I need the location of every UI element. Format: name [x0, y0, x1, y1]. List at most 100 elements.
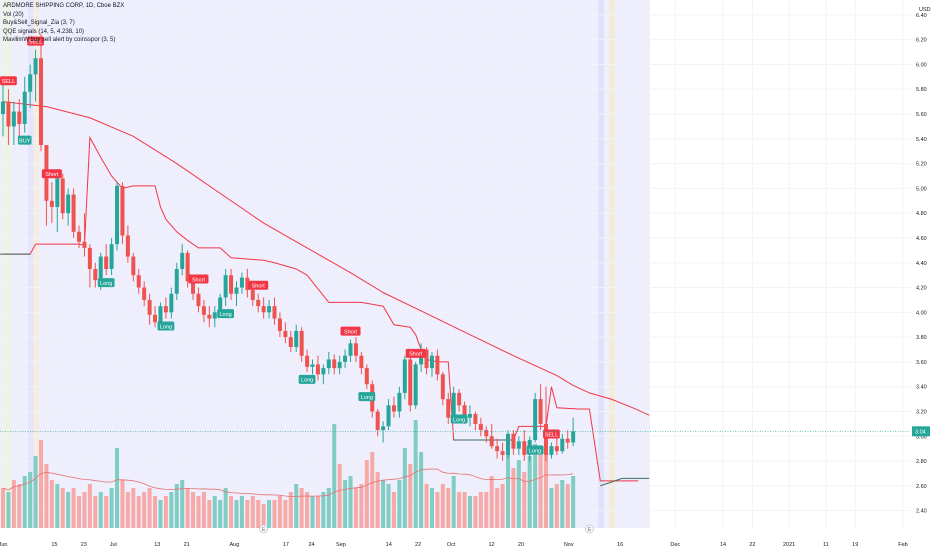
- time-tick-label: 12: [489, 542, 495, 548]
- signal-text: SELL: [29, 39, 42, 45]
- volume-bar: [120, 480, 125, 528]
- stop-line-green: [600, 477, 650, 487]
- symbol-title[interactable]: ARDMORE SHIPPING CORP, 1D, Cboe BZX: [3, 3, 125, 9]
- volume-bar: [299, 488, 304, 528]
- volume-bar: [549, 488, 554, 528]
- signal-text: Long: [220, 312, 232, 318]
- price-tick-label: 6.40: [916, 13, 927, 19]
- candle-body: [305, 355, 310, 367]
- candle-body: [82, 241, 87, 248]
- time-axis[interactable]: Jun 15 23 Jul 13 21 Aug 17 24 Sep 14 22 Oct 12 20 Nov 16…: [0, 524, 932, 550]
- signal-text: Short: [192, 277, 206, 283]
- candle-body: [402, 359, 407, 393]
- volume-bar: [332, 424, 337, 528]
- volume-bar: [44, 464, 49, 528]
- volume-bar: [511, 468, 516, 528]
- volume-bar: [115, 448, 120, 528]
- volume-bar: [364, 460, 369, 528]
- volume-bar: [413, 420, 418, 528]
- volume-bar: [467, 496, 472, 528]
- indicator-mavilimw[interactable]: MavilimW buy sell alert by coinsspor (3,…: [3, 37, 116, 43]
- time-tick-label: Oct: [447, 542, 456, 548]
- candle-body: [288, 337, 293, 348]
- sell-signal-label: SELL: [27, 36, 44, 46]
- signal-badge: [358, 392, 376, 402]
- volume-bar: [554, 484, 559, 528]
- sell-signal-label: Short: [405, 348, 426, 358]
- signal-labels: SELL SELL BUY Short Long Long Short Long Short Lo…: [0, 36, 560, 455]
- candle-body: [60, 178, 65, 214]
- signal-text: Long: [361, 395, 373, 401]
- candle-body: [277, 318, 282, 331]
- signal-badge: [248, 280, 269, 290]
- volume-bar: [326, 488, 331, 528]
- volume-bar: [256, 500, 261, 528]
- volume-bar: [223, 488, 228, 528]
- volume-bar: [77, 496, 82, 528]
- signal-badge: [0, 76, 17, 86]
- candle-body: [315, 364, 320, 375]
- candle-body: [1, 101, 5, 115]
- indicator-volume[interactable]: Vol (20): [3, 11, 24, 18]
- earnings-marker: E: [259, 524, 268, 534]
- volume-bar: [33, 456, 38, 528]
- candle-body: [381, 426, 386, 431]
- candle-body: [511, 433, 516, 449]
- indicator-qqe-signals[interactable]: QQE signals (14, 5, 4.238, 10): [3, 28, 85, 35]
- candle-body: [28, 74, 33, 92]
- time-tick-label: 20: [518, 542, 524, 548]
- candle-body: [147, 299, 152, 315]
- price-tick-label: 6.00: [916, 62, 927, 68]
- volume-bar: [136, 496, 141, 528]
- volume-bar: [310, 496, 315, 528]
- volume-bar: [28, 472, 33, 528]
- signal-badge: [217, 309, 235, 319]
- volume-bar: [305, 492, 310, 528]
- volume-bar: [104, 496, 109, 528]
- candle-body: [424, 349, 429, 369]
- price-tick-label: 5.60: [916, 112, 927, 118]
- candle-body: [386, 405, 391, 427]
- signal-text: Short: [344, 329, 358, 335]
- price-tick-label: 4.80: [916, 211, 927, 217]
- volume-bar: [359, 484, 364, 528]
- candle-body: [66, 194, 71, 214]
- sell-signal-label: Short: [248, 280, 269, 290]
- buy-signal-label: Long: [298, 374, 316, 384]
- candle-body: [234, 287, 239, 294]
- volume-bar: [153, 496, 158, 528]
- candle-body: [55, 178, 60, 207]
- volume-bar: [250, 496, 255, 528]
- volume-bar: [196, 496, 201, 528]
- signal-text: Long: [160, 324, 172, 330]
- candle-body: [549, 446, 554, 455]
- volume-bar: [321, 492, 326, 528]
- chart-legend: ARDMORE SHIPPING CORP, 1D, Cboe BZX Vol …: [3, 2, 124, 45]
- signal-badge: [157, 321, 175, 331]
- candle-body: [104, 256, 109, 269]
- buy-signal-label: Long: [526, 445, 544, 455]
- candle-body: [451, 392, 456, 418]
- candle-body: [267, 306, 272, 313]
- indicator-buy-sell-signal[interactable]: Buy&Sell_Signal_Zia (3, 7): [3, 20, 75, 26]
- candle-body: [196, 293, 201, 307]
- candle-body: [17, 111, 22, 124]
- candle-body: [522, 441, 527, 455]
- candle-body: [33, 58, 38, 75]
- volume-bar: [229, 496, 234, 528]
- volume-bar: [174, 484, 179, 528]
- candle-body: [87, 247, 92, 269]
- candle-body: [462, 405, 467, 418]
- price-tick-label: 5.20: [916, 162, 927, 168]
- volume-bar: [180, 480, 185, 528]
- volume-bar: [489, 476, 494, 528]
- volume-bar: [424, 484, 429, 528]
- signal-band: [609, 0, 615, 528]
- sell-signal-label: Short: [188, 274, 209, 284]
- signal-text: Short: [252, 284, 266, 290]
- volume-bar: [125, 492, 130, 528]
- candle-body: [299, 330, 304, 356]
- volume-bar: [272, 500, 277, 528]
